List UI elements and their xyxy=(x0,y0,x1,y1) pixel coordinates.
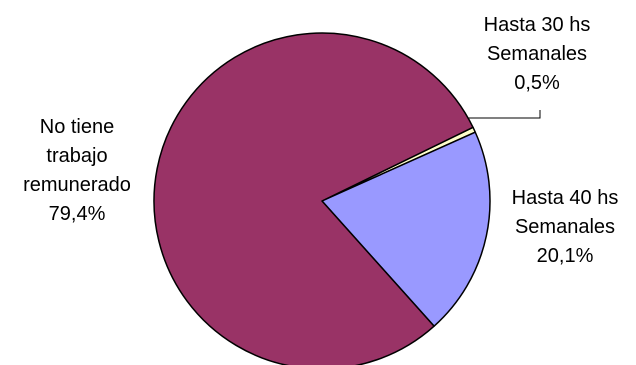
slice-label-line: Semanales xyxy=(515,216,615,238)
pie-slice-2 xyxy=(153,32,474,365)
slice-label-line: 20,1% xyxy=(537,245,594,267)
leader-line-hasta-30 xyxy=(468,110,541,119)
slice-label-no-tiene: No tiene trabajo remunerado 79,4% xyxy=(23,116,131,225)
slice-label-line: remunerado xyxy=(23,174,131,196)
slice-label-hasta-30: Hasta 30 hs Semanales 0,5% xyxy=(484,14,591,94)
slice-label-line: Hasta 30 hs xyxy=(484,14,591,36)
pie-slices xyxy=(153,32,491,365)
slice-label-line: No tiene xyxy=(40,116,115,138)
slice-label-line: 0,5% xyxy=(514,72,560,94)
slice-label-line: Hasta 40 hs xyxy=(512,187,619,209)
slice-label-line: 79,4% xyxy=(49,203,106,225)
slice-label-line: trabajo xyxy=(46,145,107,167)
pie-slice-1 xyxy=(321,131,491,327)
slice-label-hasta-40: Hasta 40 hs Semanales 20,1% xyxy=(512,187,619,267)
slice-label-line: Semanales xyxy=(487,43,587,65)
